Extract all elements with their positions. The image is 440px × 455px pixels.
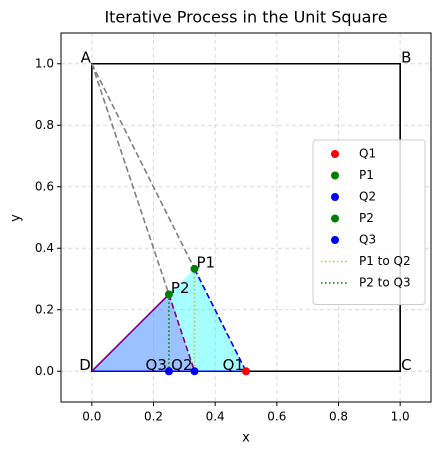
x-tick-label: 0.0 xyxy=(82,410,101,424)
legend-label: P1 xyxy=(359,168,374,182)
triangle-region xyxy=(91,294,195,372)
legend-label: P1 to Q2 xyxy=(359,254,411,268)
corner-label: D xyxy=(79,356,91,374)
triangle-region xyxy=(91,268,246,372)
legend-marker xyxy=(331,171,339,180)
segment xyxy=(168,294,196,372)
x-axis-label: x xyxy=(242,431,250,446)
unit-square xyxy=(91,62,401,373)
point-label: Q2 xyxy=(171,356,192,374)
legend-label: Q3 xyxy=(359,233,376,247)
y-axis-label: y xyxy=(9,214,24,222)
x-tick-label: 0.2 xyxy=(144,410,163,424)
legend-marker xyxy=(331,150,339,158)
segment xyxy=(91,63,170,295)
segment xyxy=(193,268,247,372)
point xyxy=(242,367,250,376)
legend-box xyxy=(312,139,426,305)
x-tick-label: 0.6 xyxy=(267,410,286,424)
corner-label: B xyxy=(401,48,411,66)
x-tick-label: 1.0 xyxy=(391,410,410,424)
y-tick-label: 0.4 xyxy=(35,241,54,255)
legend-marker xyxy=(331,193,339,201)
legend-label: P2 xyxy=(359,211,374,225)
point xyxy=(164,367,173,376)
chart-title: Iterative Process in the Unit Square xyxy=(104,8,387,27)
legend-label: P2 to Q3 xyxy=(359,276,411,290)
y-tick-label: 0.6 xyxy=(35,179,54,193)
point xyxy=(190,367,199,376)
legend-label: Q1 xyxy=(359,147,376,161)
plot-frame xyxy=(60,32,432,403)
segment xyxy=(91,293,170,372)
point-label: P1 xyxy=(197,253,216,271)
point-label: Q3 xyxy=(146,356,167,374)
point xyxy=(164,290,173,299)
segment xyxy=(91,63,196,270)
y-tick-label: 0.0 xyxy=(35,364,54,378)
point-label: Q1 xyxy=(223,356,244,374)
x-tick-label: 0.8 xyxy=(329,410,348,424)
corner-label: A xyxy=(81,48,92,66)
legend-marker xyxy=(331,236,339,244)
y-tick-label: 0.8 xyxy=(35,118,54,132)
x-tick-label: 0.4 xyxy=(206,410,225,424)
legend-marker xyxy=(331,214,339,223)
y-tick-label: 1.0 xyxy=(35,56,54,70)
corner-label: C xyxy=(401,356,411,374)
point xyxy=(190,264,199,273)
y-tick-label: 0.2 xyxy=(35,302,54,316)
point-label: P2 xyxy=(171,279,190,297)
legend-label: Q2 xyxy=(359,190,376,204)
